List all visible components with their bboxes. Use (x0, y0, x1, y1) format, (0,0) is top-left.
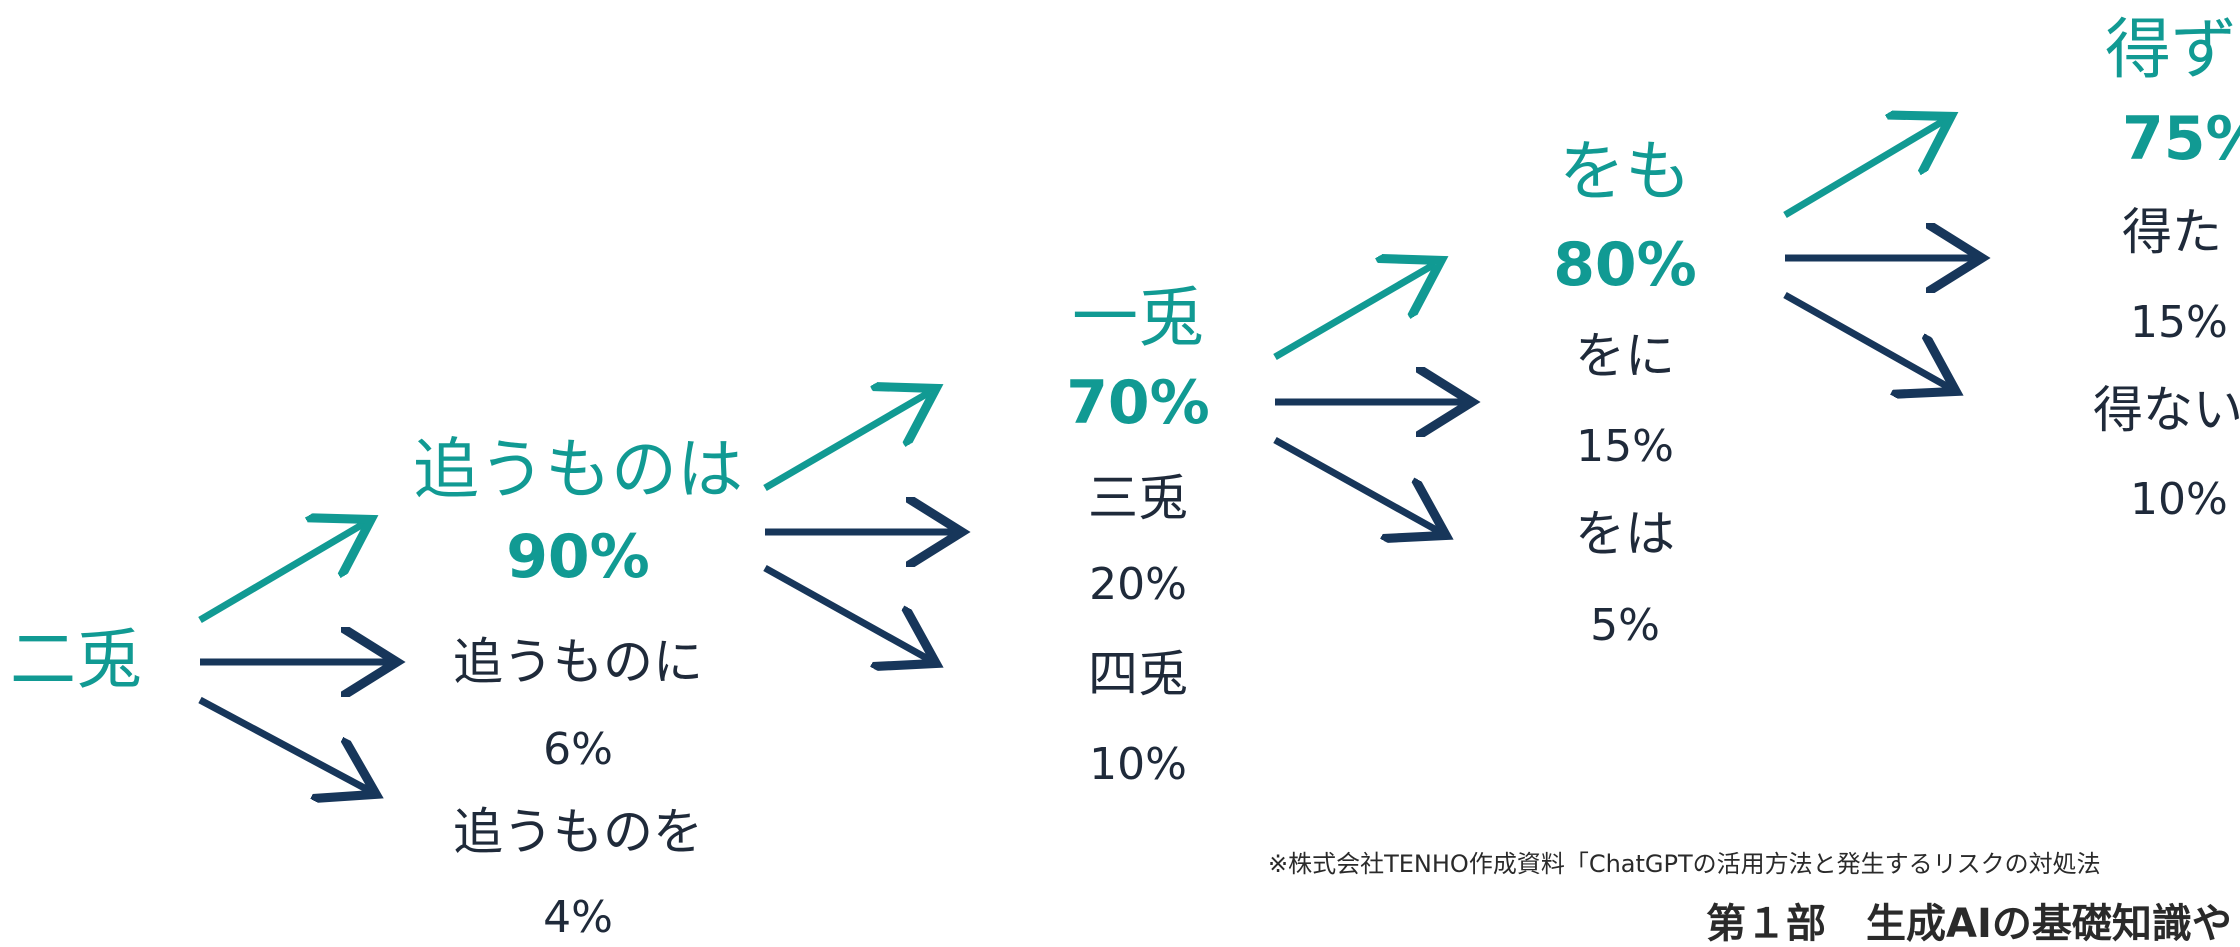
stage-3-alt-1-word: をに (1575, 327, 1675, 385)
source-note: ※株式会社TENHO作成資料「ChatGPTの活用方法と発生するリスクの対処法 (1268, 850, 2101, 878)
arrow-3-up (1273, 264, 1435, 361)
stage-4-alt-1-pct: 15% (2130, 297, 2228, 348)
arrow-4-up (1783, 120, 1945, 219)
stage-3-top-word: をも (1559, 133, 1691, 210)
stage-3-alt-2-pct: 5% (1590, 600, 1660, 651)
stage-3-top-pct: 80% (1553, 230, 1697, 300)
stage-1-alt-1-pct: 6% (543, 724, 613, 775)
stage-1-top-word: 追うものは (413, 431, 743, 508)
arrow-1-down (198, 696, 370, 791)
stage-1-alt-2-word: 追うものを (453, 803, 703, 861)
stage-2-top-pct: 70% (1066, 368, 1210, 438)
stage-1-top-pct: 90% (506, 522, 650, 592)
stage-4-alt-2-pct: 10% (2130, 474, 2228, 525)
stage-4-top-word: 得ず (2105, 11, 2237, 88)
arrow-2-up (763, 392, 930, 492)
stage-1-alt-2-pct: 4% (543, 892, 613, 943)
arrow-2-down (763, 564, 930, 660)
arrow-4-down (1783, 291, 1950, 388)
stage-2-alt-2-pct: 10% (1089, 739, 1187, 790)
arrow-1-up (198, 523, 365, 624)
stage-2-top-word: 一兎 (1072, 279, 1204, 356)
stage-2-alt-1-pct: 20% (1089, 559, 1187, 610)
stage-3-alt-2-word: をは (1575, 505, 1675, 563)
arrow-3-down (1273, 436, 1440, 532)
stage-1-alt-1-word: 追うものに (453, 633, 703, 691)
stage-4-top-pct: 75% (2122, 104, 2240, 174)
stage-2-alt-2-word: 四兎 (1088, 645, 1188, 703)
stage-3-alt-1-pct: 15% (1576, 421, 1674, 472)
footer-title: 第１部 生成AIの基礎知識や (1706, 901, 2232, 947)
stage-4-alt-1-word: 得た (2122, 203, 2222, 261)
stage-4-alt-2-word: 得ない (2093, 381, 2240, 439)
stage-2-alt-1-word: 三兎 (1088, 469, 1188, 527)
start-word: 二兎 (10, 621, 142, 698)
